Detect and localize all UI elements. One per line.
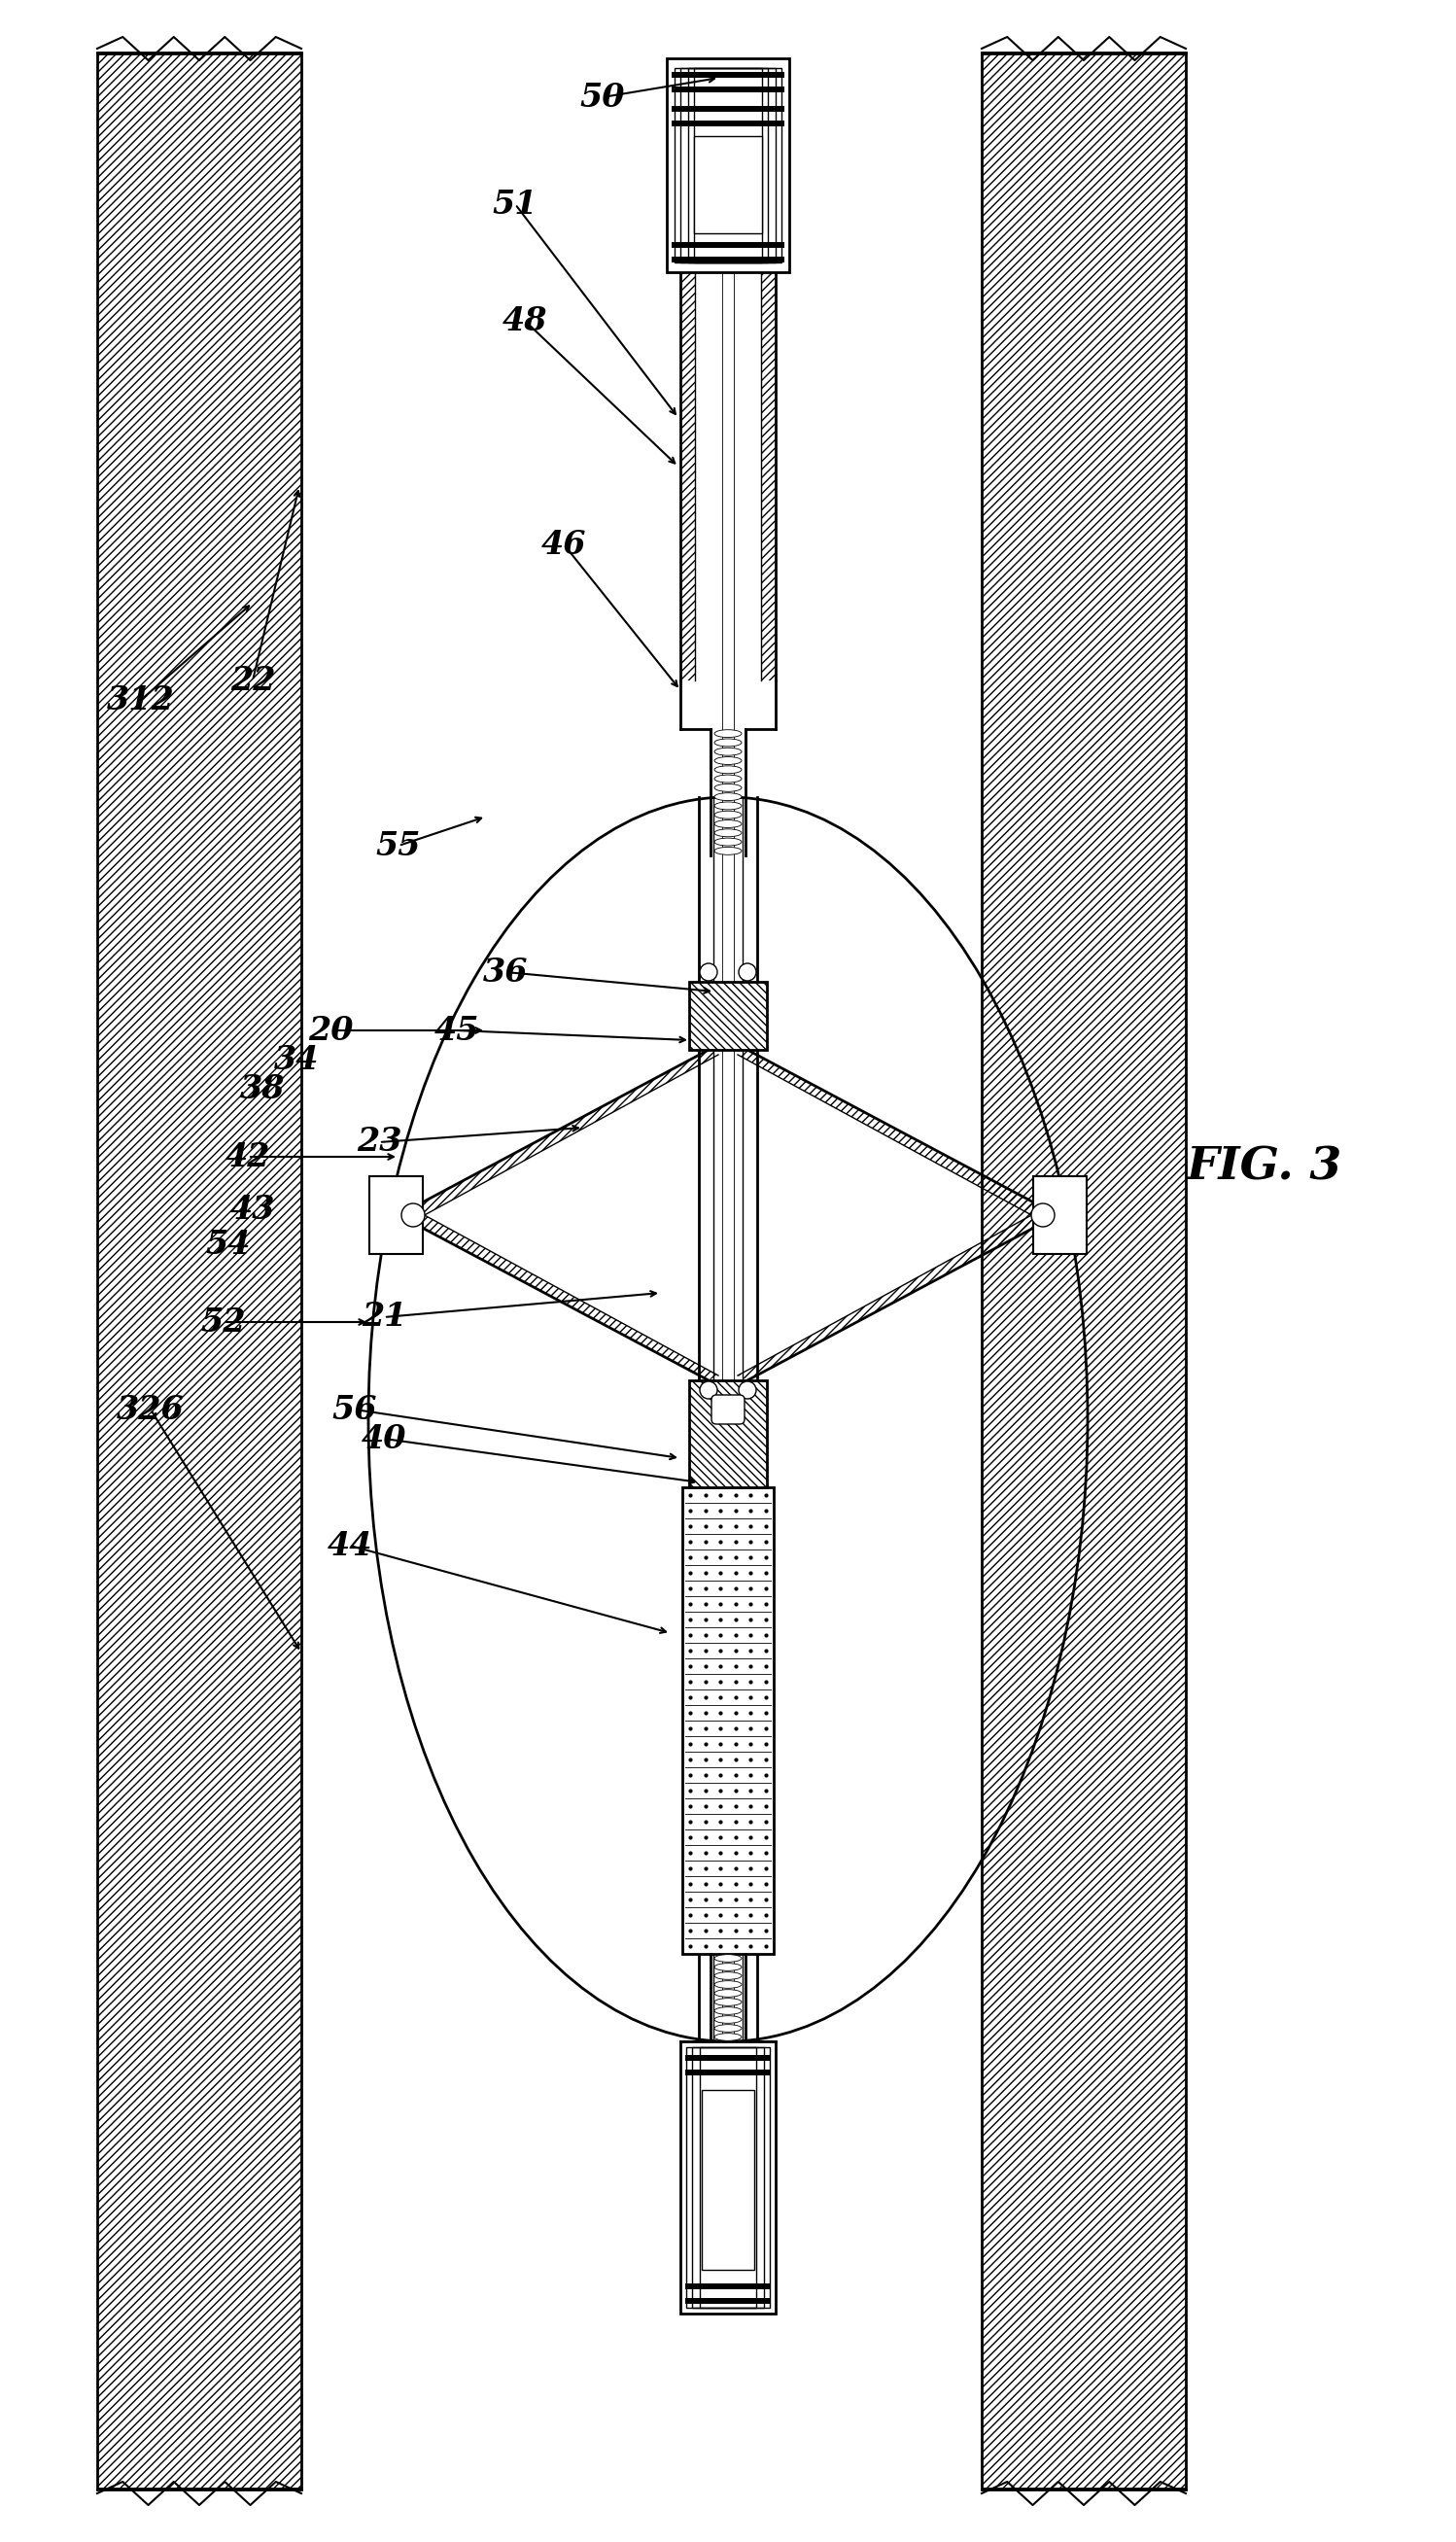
Bar bbox=[689, 1380, 767, 1487]
Text: 52: 52 bbox=[201, 1307, 246, 1337]
Bar bbox=[667, 58, 789, 272]
Ellipse shape bbox=[715, 1955, 741, 1962]
Ellipse shape bbox=[715, 2034, 741, 2041]
Ellipse shape bbox=[715, 801, 741, 808]
Circle shape bbox=[738, 1380, 756, 1398]
Ellipse shape bbox=[715, 846, 741, 854]
Ellipse shape bbox=[715, 747, 741, 755]
Bar bbox=[689, 981, 767, 1050]
Text: 44: 44 bbox=[328, 1530, 373, 1561]
Ellipse shape bbox=[715, 765, 741, 773]
Text: 46: 46 bbox=[542, 529, 587, 559]
Bar bbox=[98, 53, 301, 2489]
Text: 22: 22 bbox=[230, 663, 275, 697]
Circle shape bbox=[1031, 1202, 1054, 1228]
Bar bbox=[680, 272, 695, 681]
Text: 34: 34 bbox=[274, 1045, 319, 1075]
Text: 23: 23 bbox=[357, 1126, 402, 1159]
Bar bbox=[671, 86, 785, 92]
Text: 36: 36 bbox=[483, 956, 529, 989]
Ellipse shape bbox=[715, 1990, 741, 1998]
Text: 56: 56 bbox=[332, 1393, 377, 1426]
Bar bbox=[700, 2046, 756, 2308]
Text: 20: 20 bbox=[307, 1014, 352, 1047]
Bar bbox=[370, 1177, 422, 1253]
Ellipse shape bbox=[715, 2023, 741, 2031]
Bar bbox=[1034, 1177, 1086, 1253]
Text: 51: 51 bbox=[492, 188, 537, 221]
Bar bbox=[981, 53, 1185, 2489]
Bar bbox=[683, 1487, 773, 1955]
Circle shape bbox=[402, 1202, 425, 1228]
Circle shape bbox=[700, 1380, 718, 1398]
Bar bbox=[671, 107, 785, 112]
Ellipse shape bbox=[715, 1998, 741, 2006]
Bar bbox=[686, 2046, 770, 2308]
Bar bbox=[695, 69, 761, 262]
Ellipse shape bbox=[715, 1973, 741, 1980]
Bar bbox=[680, 69, 776, 262]
Ellipse shape bbox=[715, 730, 741, 737]
Ellipse shape bbox=[715, 2016, 741, 2023]
Text: 42: 42 bbox=[226, 1141, 271, 1172]
Bar bbox=[686, 2054, 770, 2062]
Text: 326: 326 bbox=[116, 1393, 185, 1426]
Bar bbox=[689, 1380, 767, 1487]
Bar bbox=[671, 241, 785, 249]
Text: 50: 50 bbox=[579, 81, 625, 114]
Bar bbox=[695, 137, 761, 234]
Bar bbox=[686, 2069, 770, 2074]
Bar bbox=[671, 119, 785, 127]
Bar bbox=[671, 257, 785, 262]
Circle shape bbox=[738, 963, 756, 981]
Bar bbox=[702, 2090, 754, 2270]
Ellipse shape bbox=[715, 829, 741, 836]
Text: 312: 312 bbox=[108, 684, 175, 717]
Ellipse shape bbox=[715, 775, 741, 783]
Text: 40: 40 bbox=[361, 1424, 406, 1454]
Bar bbox=[686, 2298, 770, 2303]
Bar bbox=[981, 53, 1185, 2489]
Ellipse shape bbox=[715, 758, 741, 765]
Ellipse shape bbox=[715, 783, 741, 791]
Text: 55: 55 bbox=[376, 829, 421, 862]
Text: 43: 43 bbox=[230, 1195, 275, 1225]
Text: 21: 21 bbox=[361, 1302, 406, 1332]
Bar bbox=[689, 981, 767, 1050]
Bar bbox=[674, 69, 782, 262]
Text: 45: 45 bbox=[434, 1014, 479, 1047]
Bar bbox=[686, 2283, 770, 2290]
Bar bbox=[689, 69, 767, 262]
Ellipse shape bbox=[715, 2008, 741, 2013]
Ellipse shape bbox=[715, 1962, 741, 1970]
FancyBboxPatch shape bbox=[712, 1396, 744, 1424]
Ellipse shape bbox=[715, 740, 741, 747]
Text: 48: 48 bbox=[502, 305, 547, 338]
Bar bbox=[671, 71, 785, 79]
Ellipse shape bbox=[715, 811, 741, 819]
Bar bbox=[692, 2046, 764, 2308]
Text: 54: 54 bbox=[205, 1228, 250, 1261]
Ellipse shape bbox=[715, 793, 741, 801]
Bar bbox=[98, 53, 301, 2489]
Circle shape bbox=[700, 963, 718, 981]
Bar bbox=[761, 272, 776, 681]
Ellipse shape bbox=[715, 839, 741, 846]
Text: FIG. 3: FIG. 3 bbox=[1185, 1144, 1341, 1190]
Ellipse shape bbox=[715, 821, 741, 829]
Ellipse shape bbox=[715, 1980, 741, 1988]
Text: 38: 38 bbox=[240, 1073, 285, 1106]
Bar bbox=[680, 2041, 776, 2313]
